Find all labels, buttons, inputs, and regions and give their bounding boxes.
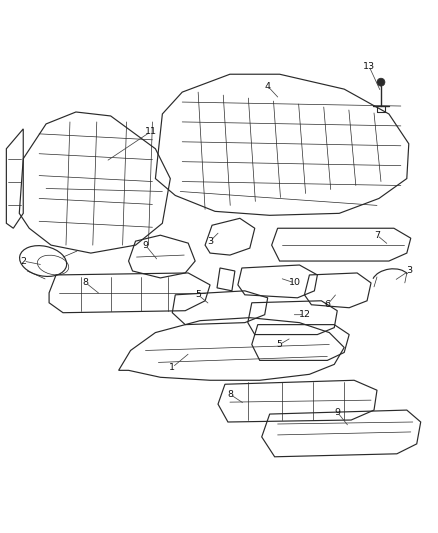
Text: 1: 1 [170, 363, 175, 372]
Text: 9: 9 [142, 240, 148, 249]
Text: 2: 2 [20, 256, 26, 265]
Text: 7: 7 [374, 231, 380, 240]
Text: 12: 12 [298, 310, 311, 319]
Text: 13: 13 [363, 62, 375, 71]
Text: 3: 3 [207, 237, 213, 246]
Text: 9: 9 [334, 408, 340, 417]
Text: 6: 6 [324, 300, 330, 309]
Text: 5: 5 [195, 290, 201, 300]
Text: 10: 10 [289, 278, 300, 287]
Text: 11: 11 [145, 127, 156, 136]
Text: 5: 5 [277, 340, 283, 349]
Text: 3: 3 [406, 266, 412, 276]
Text: 4: 4 [265, 82, 271, 91]
Text: 8: 8 [227, 390, 233, 399]
Circle shape [377, 78, 385, 86]
Text: 8: 8 [83, 278, 89, 287]
